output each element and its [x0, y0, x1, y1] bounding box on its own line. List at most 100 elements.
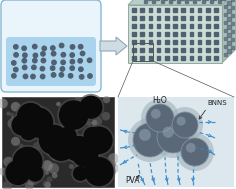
Circle shape [103, 96, 110, 103]
Bar [224, 53, 227, 56]
Circle shape [59, 43, 64, 48]
Bar [165, 8, 169, 12]
Bar [149, 48, 152, 52]
Bar [228, 26, 231, 29]
Bar [206, 32, 210, 36]
Circle shape [94, 169, 105, 180]
Bar [173, 32, 177, 36]
Polygon shape [128, 0, 236, 5]
Bar [214, 56, 218, 60]
Text: H₂O: H₂O [152, 96, 167, 105]
Bar [133, 43, 153, 61]
Bar [206, 40, 210, 44]
Circle shape [51, 128, 62, 140]
Bar [181, 40, 185, 44]
Bar [198, 16, 201, 20]
Circle shape [51, 73, 56, 77]
Circle shape [12, 165, 23, 177]
Circle shape [19, 143, 24, 148]
Circle shape [10, 112, 14, 117]
Circle shape [57, 98, 90, 132]
Circle shape [46, 176, 53, 183]
Bar [206, 24, 210, 28]
Bar [181, 32, 185, 36]
Circle shape [62, 156, 67, 160]
Circle shape [86, 134, 94, 142]
Circle shape [163, 127, 174, 138]
Bar [132, 40, 136, 44]
Circle shape [11, 165, 20, 174]
Polygon shape [128, 5, 222, 63]
Circle shape [14, 53, 18, 57]
Bar [2, 97, 114, 187]
Circle shape [11, 137, 20, 146]
Circle shape [152, 116, 194, 158]
Circle shape [31, 74, 35, 79]
Bar [177, 0, 180, 3]
Circle shape [61, 60, 65, 64]
Bar [165, 32, 169, 36]
Circle shape [20, 163, 26, 169]
Circle shape [32, 65, 36, 70]
Bar [149, 32, 152, 36]
Circle shape [76, 163, 84, 172]
Bar [173, 16, 177, 20]
Bar [165, 24, 169, 28]
Circle shape [133, 123, 167, 157]
Circle shape [53, 136, 63, 146]
Circle shape [67, 137, 92, 161]
Circle shape [83, 98, 92, 107]
Circle shape [29, 174, 40, 185]
Circle shape [13, 147, 42, 176]
FancyBboxPatch shape [1, 0, 101, 92]
Circle shape [23, 74, 28, 79]
Bar [198, 40, 201, 44]
Bar [228, 50, 231, 53]
Bar [140, 48, 144, 52]
Circle shape [103, 160, 113, 170]
Bar [224, 45, 227, 48]
Circle shape [18, 121, 39, 142]
Circle shape [101, 147, 107, 153]
Circle shape [86, 121, 92, 126]
Circle shape [146, 104, 174, 132]
Circle shape [12, 61, 16, 65]
Circle shape [41, 52, 45, 56]
FancyBboxPatch shape [6, 37, 96, 86]
Circle shape [59, 73, 64, 77]
Circle shape [33, 142, 41, 150]
Bar [198, 32, 201, 36]
Circle shape [12, 115, 32, 135]
Circle shape [22, 65, 27, 70]
Circle shape [45, 170, 49, 175]
Bar [140, 56, 144, 60]
Bar [152, 0, 156, 3]
Bar [224, 13, 227, 16]
Circle shape [33, 53, 38, 58]
Circle shape [56, 102, 61, 106]
Bar [214, 16, 218, 20]
Circle shape [42, 160, 53, 171]
Bar [214, 48, 218, 52]
Circle shape [75, 97, 82, 104]
Circle shape [23, 53, 27, 57]
Bar [165, 40, 169, 44]
Bar [231, 6, 234, 9]
Bar [224, 5, 227, 8]
Circle shape [80, 152, 87, 159]
Circle shape [23, 112, 28, 116]
Circle shape [21, 179, 26, 184]
Circle shape [23, 108, 53, 137]
Circle shape [39, 171, 46, 177]
Bar [149, 24, 152, 28]
Circle shape [141, 99, 179, 137]
Circle shape [52, 173, 58, 178]
Circle shape [33, 58, 37, 63]
Circle shape [7, 166, 21, 180]
Circle shape [80, 164, 91, 175]
Bar [190, 16, 193, 20]
Circle shape [76, 140, 88, 151]
Bar [149, 16, 152, 20]
Bar [181, 8, 185, 12]
Polygon shape [222, 0, 236, 63]
